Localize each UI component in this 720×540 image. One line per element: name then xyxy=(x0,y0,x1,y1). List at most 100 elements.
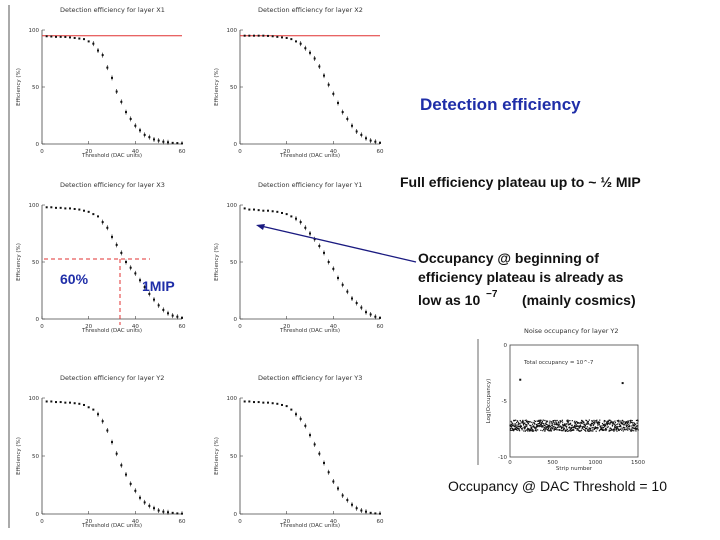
noise-point xyxy=(538,422,541,424)
y-tick-label: 50 xyxy=(32,260,39,266)
noise-point xyxy=(531,421,533,423)
data-point xyxy=(45,400,48,403)
noise-point xyxy=(544,426,546,428)
noise-point xyxy=(602,428,604,431)
noise-point xyxy=(576,420,578,423)
data-point xyxy=(281,403,283,406)
noise-point xyxy=(594,427,597,430)
data-point xyxy=(290,38,293,41)
noise-point xyxy=(516,426,518,428)
noise-point xyxy=(555,422,557,424)
noise-point xyxy=(536,425,539,428)
y-tick-label: 50 xyxy=(230,85,237,91)
noise-point xyxy=(580,429,583,431)
noise-point xyxy=(554,419,556,422)
noise-point xyxy=(612,421,615,423)
noise-point xyxy=(521,422,524,424)
noise-point xyxy=(541,425,543,427)
noise-point xyxy=(631,429,634,431)
data-point xyxy=(45,35,48,38)
noise-point xyxy=(586,422,588,424)
noise-point xyxy=(510,424,512,426)
noise-point xyxy=(546,421,548,423)
data-point xyxy=(69,401,71,404)
data-point xyxy=(285,213,288,216)
noise-point xyxy=(561,419,563,421)
noise-point xyxy=(627,421,630,423)
noise-point xyxy=(558,424,560,426)
noise-point xyxy=(574,425,577,427)
noise-point xyxy=(515,428,517,430)
noise-point xyxy=(523,430,525,432)
noise-point xyxy=(515,419,517,421)
noise-point xyxy=(592,426,594,429)
noise-point xyxy=(524,430,526,432)
data-point xyxy=(290,408,293,411)
noise-point xyxy=(616,430,618,432)
noise-point xyxy=(516,429,518,431)
noise-point xyxy=(613,428,615,430)
noise-point xyxy=(566,425,568,427)
noise-point xyxy=(619,425,621,428)
occupancy-note-suffix: (mainly cosmics) xyxy=(522,292,636,308)
noise-point xyxy=(589,428,591,430)
occupancy-note-exponent: −7 xyxy=(486,289,498,300)
y-tick-label: 100 xyxy=(227,28,238,34)
x-tick-label: 60 xyxy=(377,519,384,525)
noise-point xyxy=(635,430,637,432)
sixty-percent-label: 60% xyxy=(60,271,89,287)
noise-point xyxy=(526,425,528,427)
noise-point xyxy=(528,428,530,430)
noise-point xyxy=(519,423,521,425)
noise-point xyxy=(630,419,632,421)
noise-point xyxy=(549,429,551,431)
noise-point xyxy=(616,424,618,426)
noise-point xyxy=(534,427,536,429)
noise-point xyxy=(626,427,628,429)
data-point xyxy=(295,40,297,43)
noise-point xyxy=(530,425,532,427)
noise-point xyxy=(510,429,512,431)
noise-point xyxy=(600,428,602,431)
y-tick-label: 0 xyxy=(36,142,40,148)
noise-point xyxy=(517,425,519,427)
noise-point xyxy=(564,424,566,426)
noise-point xyxy=(620,426,622,428)
noise-point xyxy=(590,430,592,432)
noise-point xyxy=(540,424,542,426)
noise-point xyxy=(595,427,598,429)
occupancy-plot-y2: Noise occupancy for layer Y2 -10 -5 0 0 500 10… xyxy=(477,327,645,472)
noise-point xyxy=(509,427,512,430)
x-tick-label: 0 xyxy=(238,519,242,525)
noise-point xyxy=(565,430,567,432)
plateau-note: Full efficiency plateau up to ~ ½ MIP xyxy=(400,174,641,190)
x-tick-label: 1500 xyxy=(631,460,645,466)
noise-point xyxy=(606,422,608,424)
noise-point xyxy=(596,421,598,423)
noise-point xyxy=(628,423,630,425)
noise-point xyxy=(594,426,596,428)
noise-point xyxy=(630,421,633,423)
noise-point xyxy=(573,427,575,429)
noise-point xyxy=(560,426,562,428)
noise-point xyxy=(515,425,517,427)
noise-point xyxy=(566,430,569,432)
data-point xyxy=(78,37,81,40)
noise-point xyxy=(511,427,513,429)
noise-point xyxy=(532,430,535,432)
noise-point xyxy=(624,423,626,425)
noise-point xyxy=(526,424,528,426)
noise-point xyxy=(608,419,610,421)
noise-point xyxy=(636,425,638,427)
noise-point xyxy=(554,427,556,429)
noise-point xyxy=(599,425,601,427)
x-tick-label: 60 xyxy=(377,149,384,155)
x-tick-label: 20 xyxy=(85,519,92,525)
noise-point xyxy=(549,424,551,426)
y-tick-label: 50 xyxy=(230,260,237,266)
noise-point xyxy=(591,427,593,429)
noise-point xyxy=(566,419,568,422)
noise-point xyxy=(571,427,573,429)
noise-point xyxy=(588,428,590,430)
noise-point xyxy=(541,421,543,424)
